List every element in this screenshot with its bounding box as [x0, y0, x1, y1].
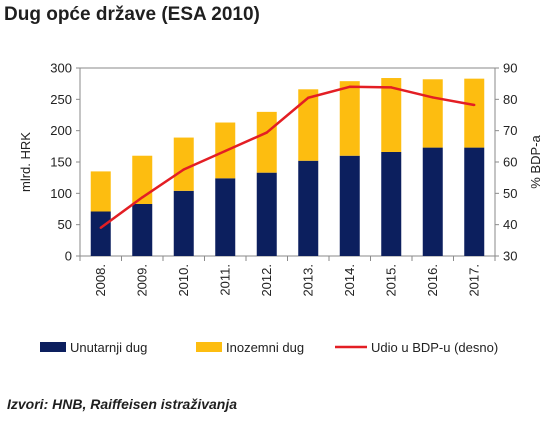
y2-tick-label-6: 90 [503, 61, 517, 76]
bar-foreign-7 [381, 78, 402, 152]
y2-tick-label-4: 70 [503, 123, 517, 138]
x-tick-label-3: 2011. [217, 264, 232, 296]
debt-chart: 0 50 100 150 200 250 300 30 40 50 60 70 80 90 2008. 200… [18, 61, 543, 356]
x-tick-label-1: 2009. [134, 264, 149, 297]
bar-foreign-8 [422, 79, 443, 148]
line-point-4 [265, 131, 268, 134]
bar-foreign-4 [256, 111, 277, 173]
x-tick-label-2: 2010. [176, 264, 191, 297]
y-tick-label-5: 250 [50, 92, 72, 107]
line-point-1 [141, 196, 144, 199]
x-tick-label-8: 2016. [425, 264, 440, 297]
y-tick-label-6: 300 [50, 61, 72, 76]
x-tick-label-9: 2017. [466, 264, 481, 297]
bar-domestic-5 [298, 160, 319, 256]
x-tick-label-6: 2014. [342, 264, 357, 297]
legend-domestic-label: Unutarnji dug [70, 340, 147, 355]
line-point-7 [390, 86, 393, 89]
bar-foreign-2 [173, 137, 194, 191]
source-note: Izvori: HNB, Raiffeisen istraživanja [7, 396, 238, 412]
line-point-2 [182, 168, 185, 171]
line-point-5 [307, 96, 310, 99]
bar-domestic-8 [422, 147, 443, 256]
line-point-6 [348, 85, 351, 89]
bar-domestic-2 [173, 190, 194, 256]
y2-tick-label-2: 50 [503, 186, 517, 201]
bar-foreign-9 [464, 78, 485, 148]
bar-domestic-3 [215, 178, 236, 256]
bar-foreign-6 [339, 81, 360, 156]
line-point-0 [99, 226, 102, 229]
y2-tick-label-0: 30 [503, 249, 517, 264]
line-point-8 [431, 96, 434, 99]
y-tick-label-1: 50 [58, 217, 72, 232]
bar-domestic-7 [381, 151, 402, 256]
legend-share-label: Udio u BDP-u (desno) [371, 340, 498, 355]
y2-tick-label-3: 60 [503, 155, 517, 170]
line-point-3 [224, 149, 227, 153]
bar-foreign-1 [132, 155, 153, 204]
bar-domestic-4 [256, 172, 277, 256]
legend-domestic-swatch [40, 342, 66, 352]
bar-domestic-6 [339, 155, 360, 256]
y-axis-label: mlrd. HRK [18, 132, 33, 192]
bar-foreign-5 [298, 89, 319, 161]
x-tick-label-5: 2013. [300, 264, 315, 297]
y-tick-label-4: 200 [50, 123, 72, 138]
x-tick-label-4: 2012. [259, 264, 274, 297]
y2-axis-label: % BDP-a [528, 135, 543, 189]
chart-title: Dug opće države (ESA 2010) [4, 4, 260, 25]
bar-domestic-1 [132, 203, 153, 256]
y2-tick-label-5: 80 [503, 92, 517, 107]
bar-domestic-0 [90, 211, 111, 256]
y-tick-label-0: 0 [65, 249, 72, 264]
legend-foreign-swatch [196, 342, 222, 352]
y-tick-label-2: 100 [50, 186, 72, 201]
y2-tick-label-1: 40 [503, 217, 517, 232]
x-tick-label-0: 2008. [93, 264, 108, 297]
line-debt-to-gdp [100, 85, 475, 229]
bar-domestic-9 [464, 147, 485, 256]
line-point-9 [473, 103, 476, 107]
y-tick-label-3: 150 [50, 155, 72, 170]
legend-foreign-label: Inozemni dug [226, 340, 304, 355]
bar-foreign-0 [90, 171, 111, 212]
x-tick-label-7: 2015. [383, 264, 398, 297]
